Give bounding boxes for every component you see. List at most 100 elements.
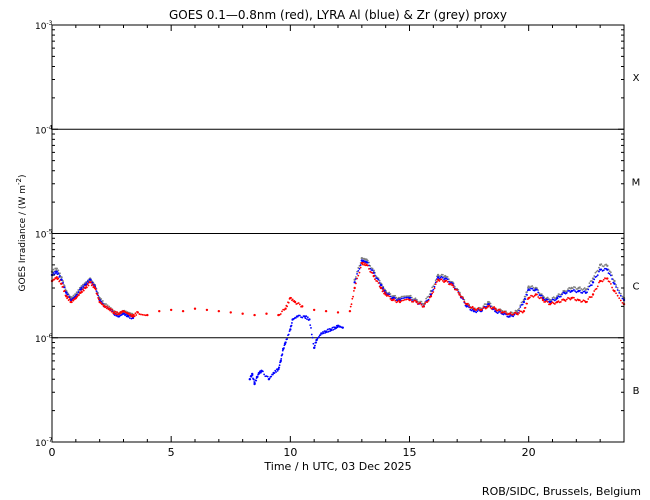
data-point bbox=[241, 312, 244, 315]
data-point bbox=[608, 273, 611, 275]
data-point bbox=[86, 283, 89, 285]
data-point bbox=[376, 277, 379, 280]
data-point bbox=[388, 295, 391, 298]
data-point bbox=[621, 295, 624, 298]
data-point bbox=[86, 286, 88, 289]
data-point bbox=[519, 306, 522, 308]
data-point bbox=[524, 306, 527, 309]
data-point bbox=[325, 331, 328, 334]
data-point bbox=[62, 280, 65, 283]
data-point bbox=[475, 311, 478, 314]
data-point bbox=[270, 375, 273, 378]
data-point bbox=[318, 336, 320, 338]
data-point bbox=[559, 301, 562, 303]
data-point bbox=[286, 305, 289, 308]
data-point bbox=[593, 278, 596, 281]
data-point bbox=[587, 288, 590, 291]
data-point bbox=[600, 268, 603, 271]
data-point bbox=[508, 315, 511, 318]
data-point bbox=[611, 286, 613, 289]
data-point bbox=[52, 268, 55, 271]
data-point bbox=[394, 299, 397, 302]
data-point bbox=[353, 286, 356, 290]
data-point bbox=[294, 316, 297, 319]
data-point bbox=[62, 285, 65, 288]
data-point bbox=[598, 266, 600, 269]
data-point bbox=[618, 291, 621, 294]
data-point bbox=[115, 313, 118, 316]
data-point bbox=[436, 280, 438, 283]
data-point bbox=[279, 313, 282, 315]
credit-text: ROB/SIDC, Brussels, Belgium bbox=[482, 485, 641, 498]
chart-title: GOES 0.1—0.8nm (red), LYRA Al (blue) & Z… bbox=[169, 8, 507, 22]
data-point bbox=[540, 294, 543, 297]
data-point bbox=[287, 333, 290, 336]
data-point bbox=[110, 310, 113, 313]
data-point bbox=[327, 330, 330, 333]
data-point bbox=[496, 309, 499, 312]
data-point bbox=[531, 287, 534, 290]
data-point bbox=[581, 292, 584, 294]
data-point bbox=[101, 300, 104, 302]
data-point bbox=[55, 270, 58, 273]
data-point bbox=[315, 341, 318, 344]
data-point bbox=[354, 282, 357, 285]
data-point bbox=[458, 293, 461, 296]
data-point bbox=[574, 290, 577, 293]
data-point bbox=[398, 300, 402, 304]
data-point bbox=[412, 300, 414, 303]
data-point bbox=[483, 306, 486, 309]
data-point bbox=[402, 297, 405, 300]
data-point bbox=[286, 338, 289, 340]
data-point bbox=[546, 301, 549, 303]
data-point bbox=[468, 304, 470, 307]
data-point bbox=[565, 291, 568, 294]
data-point bbox=[93, 286, 97, 290]
data-point bbox=[332, 328, 335, 331]
data-point bbox=[354, 276, 357, 278]
data-point bbox=[131, 315, 135, 318]
data-point bbox=[366, 264, 369, 267]
data-point bbox=[431, 290, 434, 292]
data-point bbox=[138, 313, 141, 315]
data-point bbox=[524, 295, 527, 298]
data-point bbox=[545, 300, 548, 302]
data-point bbox=[97, 298, 100, 301]
data-point bbox=[509, 312, 512, 314]
data-point bbox=[433, 287, 436, 290]
data-point bbox=[434, 283, 437, 286]
data-point bbox=[471, 305, 474, 308]
data-point bbox=[87, 284, 90, 287]
data-point bbox=[581, 289, 584, 291]
data-point bbox=[600, 263, 603, 266]
data-point bbox=[488, 303, 491, 305]
data-point bbox=[452, 286, 455, 289]
data-point bbox=[57, 277, 60, 280]
data-point bbox=[397, 299, 400, 302]
data-point bbox=[557, 300, 560, 303]
data-point bbox=[526, 294, 528, 296]
data-point bbox=[322, 331, 324, 333]
data-point bbox=[65, 295, 68, 298]
data-point bbox=[78, 294, 80, 296]
data-point bbox=[289, 328, 292, 331]
data-point bbox=[124, 313, 127, 316]
data-point bbox=[358, 271, 361, 274]
data-point bbox=[351, 297, 354, 300]
data-point bbox=[103, 302, 106, 306]
y-tick-label: 10-6 bbox=[35, 333, 53, 345]
data-point bbox=[85, 284, 88, 287]
data-point bbox=[520, 310, 523, 313]
data-point bbox=[91, 281, 94, 284]
data-point bbox=[249, 378, 252, 381]
data-point bbox=[57, 272, 60, 275]
data-point bbox=[518, 307, 521, 310]
data-point bbox=[581, 300, 584, 303]
data-point bbox=[606, 268, 609, 271]
y-tick-label: 10-7 bbox=[35, 437, 53, 449]
data-point bbox=[313, 346, 316, 349]
data-point bbox=[522, 309, 526, 313]
data-point bbox=[275, 371, 277, 373]
data-point bbox=[476, 310, 479, 313]
data-point bbox=[591, 281, 595, 284]
